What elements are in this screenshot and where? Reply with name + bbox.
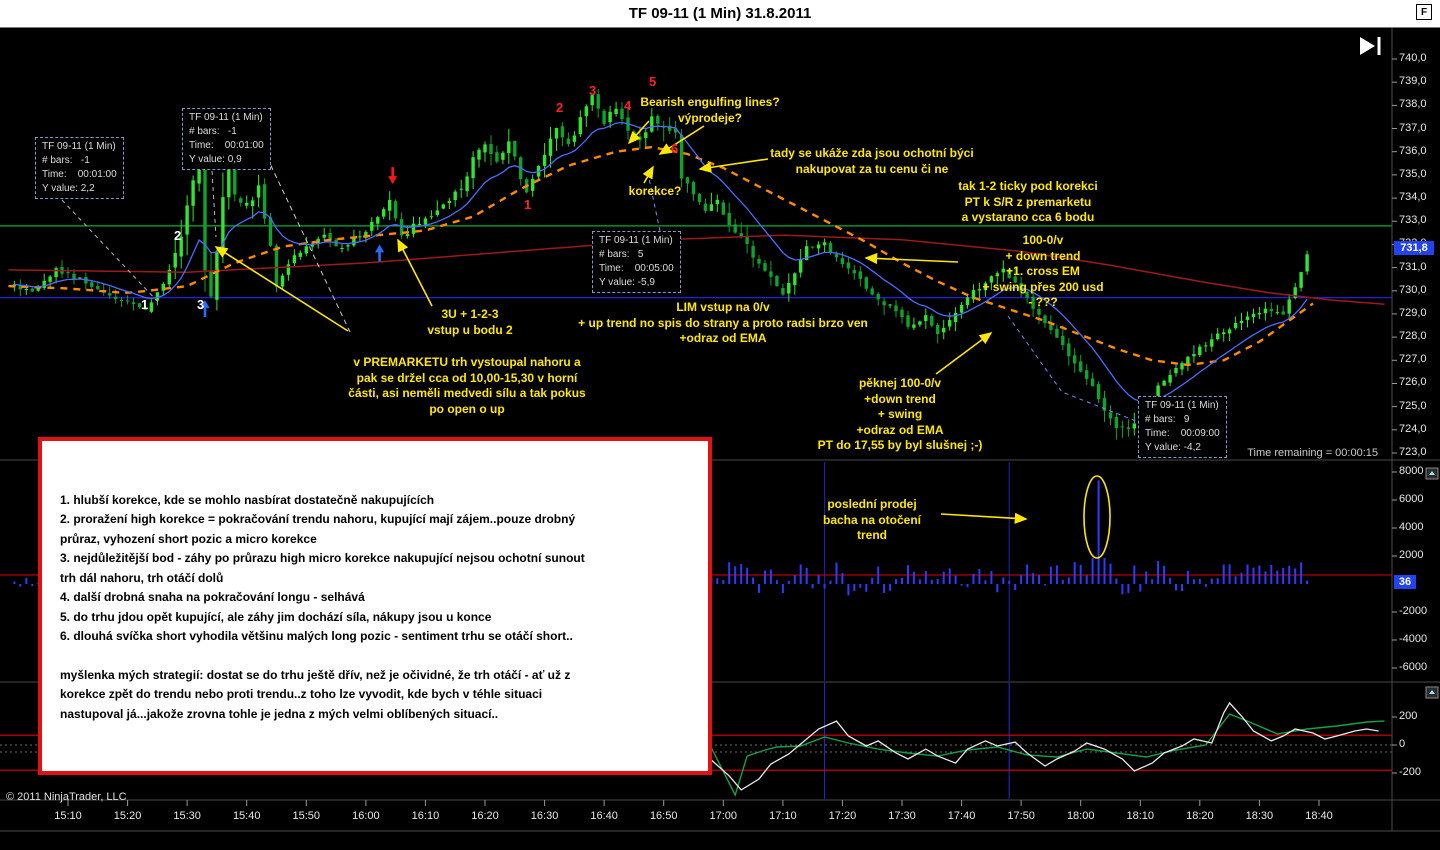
oscillator-white-line [710,701,1379,791]
annotation-arrow [627,120,650,145]
annotation-arrow [658,125,705,155]
annotation-arrow [935,332,993,375]
connector-dashed-line [61,199,159,303]
connector-dashed-line [211,170,217,238]
buy-arrow-icon [375,244,385,253]
annotation-arrow [698,158,769,173]
chart-title-bar: TF 09-11 (1 Min) 31.8.2011 F [0,0,1440,28]
annotation-arrow [940,512,1028,524]
chart-title: TF 09-11 (1 Min) 31.8.2011 [628,5,812,22]
connector-dashed-line [1007,315,1137,422]
oscillator-green-line [710,713,1385,797]
focus-button-label: F [1420,6,1428,18]
axis-scale-handle[interactable] [1425,686,1439,699]
candlestick-series [12,89,1309,440]
go-to-live-button[interactable] [1360,37,1381,55]
analysis-note-box: 1. hlubší korekce, kde se mohlo nasbírat… [38,437,712,775]
axis-scale-handle[interactable] [1425,467,1439,480]
highlight-ellipse [1083,475,1111,559]
sell-arrow-icon [206,150,216,159]
analysis-note-text: 1. hlubší korekce, kde se mohlo nasbírat… [60,493,585,721]
connector-dashed-line [262,148,351,333]
copyright-label: © 2011 NinjaTrader, LLC [6,791,127,803]
time-remaining-label: Time remaining = 00:00:15 [1247,447,1378,459]
annotation-arrow [214,246,349,332]
annotation-arrow [864,252,959,265]
connector-dashed-line [646,168,661,232]
annotation-arrow [397,238,433,307]
focus-button[interactable]: F [1416,4,1432,20]
ema-line [14,121,1308,403]
annotation-arrow [642,165,654,184]
sell-arrow-icon [388,176,398,185]
buy-arrow-icon [200,300,210,309]
trend-ma-line [8,234,1385,305]
